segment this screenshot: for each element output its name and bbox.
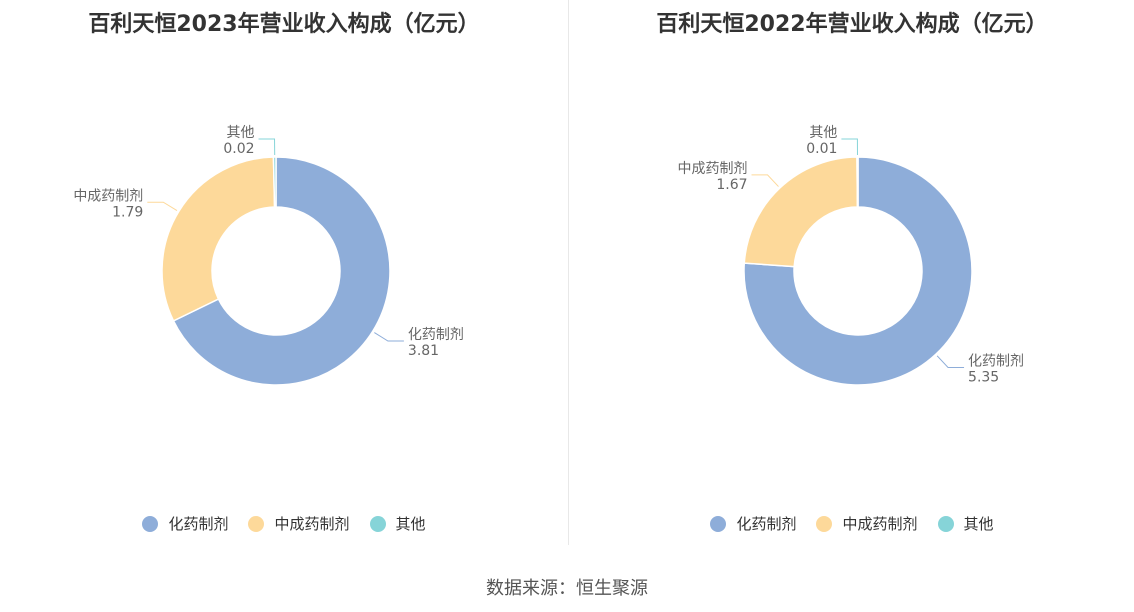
slice-name-label: 其他 <box>809 125 837 141</box>
label-leader-line <box>751 174 779 187</box>
slice-value-label: 5.35 <box>968 370 999 386</box>
legend-dot-huayao <box>710 515 727 532</box>
chart-title-2022: 百利天恒2022年营业收入构成（亿元） <box>656 12 1048 37</box>
donut-slice[interactable] <box>161 156 276 322</box>
slice-value-label: 3.81 <box>408 343 439 359</box>
legend-item-zhongchengyao[interactable]: 中成药制剂 <box>816 513 918 534</box>
legend-item-zhongchengyao[interactable]: 中成药制剂 <box>248 513 350 534</box>
slice-value-label: 1.67 <box>716 177 747 193</box>
legend-item-qita[interactable]: 其他 <box>369 513 426 534</box>
donut-slice[interactable] <box>743 156 973 386</box>
legend-dot-zhongchengyao <box>816 515 833 532</box>
chart-title-2023: 百利天恒2023年营业收入构成（亿元） <box>88 12 480 37</box>
legend-label: 中成药制剂 <box>274 515 350 533</box>
donut-slice[interactable] <box>743 156 859 268</box>
legend-dot-huayao <box>142 515 159 532</box>
legend-item-huayao[interactable]: 化药制剂 <box>710 513 796 534</box>
slice-name-label: 化药制剂 <box>408 327 464 343</box>
slice-name-label: 其他 <box>227 125 255 141</box>
legend-label: 其他 <box>963 515 994 533</box>
legend-dot-zhongchengyao <box>248 515 265 532</box>
panel-divider <box>568 0 569 545</box>
donut-slice[interactable] <box>856 156 859 208</box>
legend-dot-qita <box>369 515 386 532</box>
legend-label: 中成药制剂 <box>842 515 918 533</box>
label-leader-line <box>147 201 178 212</box>
label-leader-line <box>936 355 965 369</box>
legend-label: 化药制剂 <box>168 515 229 533</box>
data-source: 数据来源：恒生聚源 <box>486 578 648 599</box>
label-leader-line <box>374 332 404 342</box>
donut-slice[interactable] <box>172 156 391 386</box>
legend-item-huayao[interactable]: 化药制剂 <box>142 513 228 534</box>
label-leader-line <box>841 138 858 156</box>
legend-dot-qita <box>937 515 954 532</box>
slice-value-label: 0.02 <box>223 141 254 157</box>
legend-2022: 化药制剂 中成药制剂 其他 <box>570 513 1134 534</box>
legend-2023: 化药制剂 中成药制剂 其他 <box>0 513 568 534</box>
legend-label: 其他 <box>395 515 426 533</box>
slice-name-label: 化药制剂 <box>968 354 1024 370</box>
slice-name-label: 中成药制剂 <box>73 188 143 204</box>
legend-item-qita[interactable]: 其他 <box>937 513 994 534</box>
chart-panel-2023: 百利天恒2023年营业收入构成（亿元） 化药制剂 3.81 中成药制剂 1.79 其他 0… <box>0 0 568 545</box>
legend-label: 化药制剂 <box>736 515 797 533</box>
slice-name-label: 中成药制剂 <box>678 161 748 177</box>
slice-value-label: 1.79 <box>112 204 143 220</box>
slice-value-label: 0.01 <box>806 141 837 157</box>
chart-panel-2022: 百利天恒2022年营业收入构成（亿元） 化药制剂 5.35 中成药制剂 1.67 其他 0… <box>570 0 1134 545</box>
donut-slice[interactable] <box>272 156 277 208</box>
label-leader-line <box>258 138 276 156</box>
